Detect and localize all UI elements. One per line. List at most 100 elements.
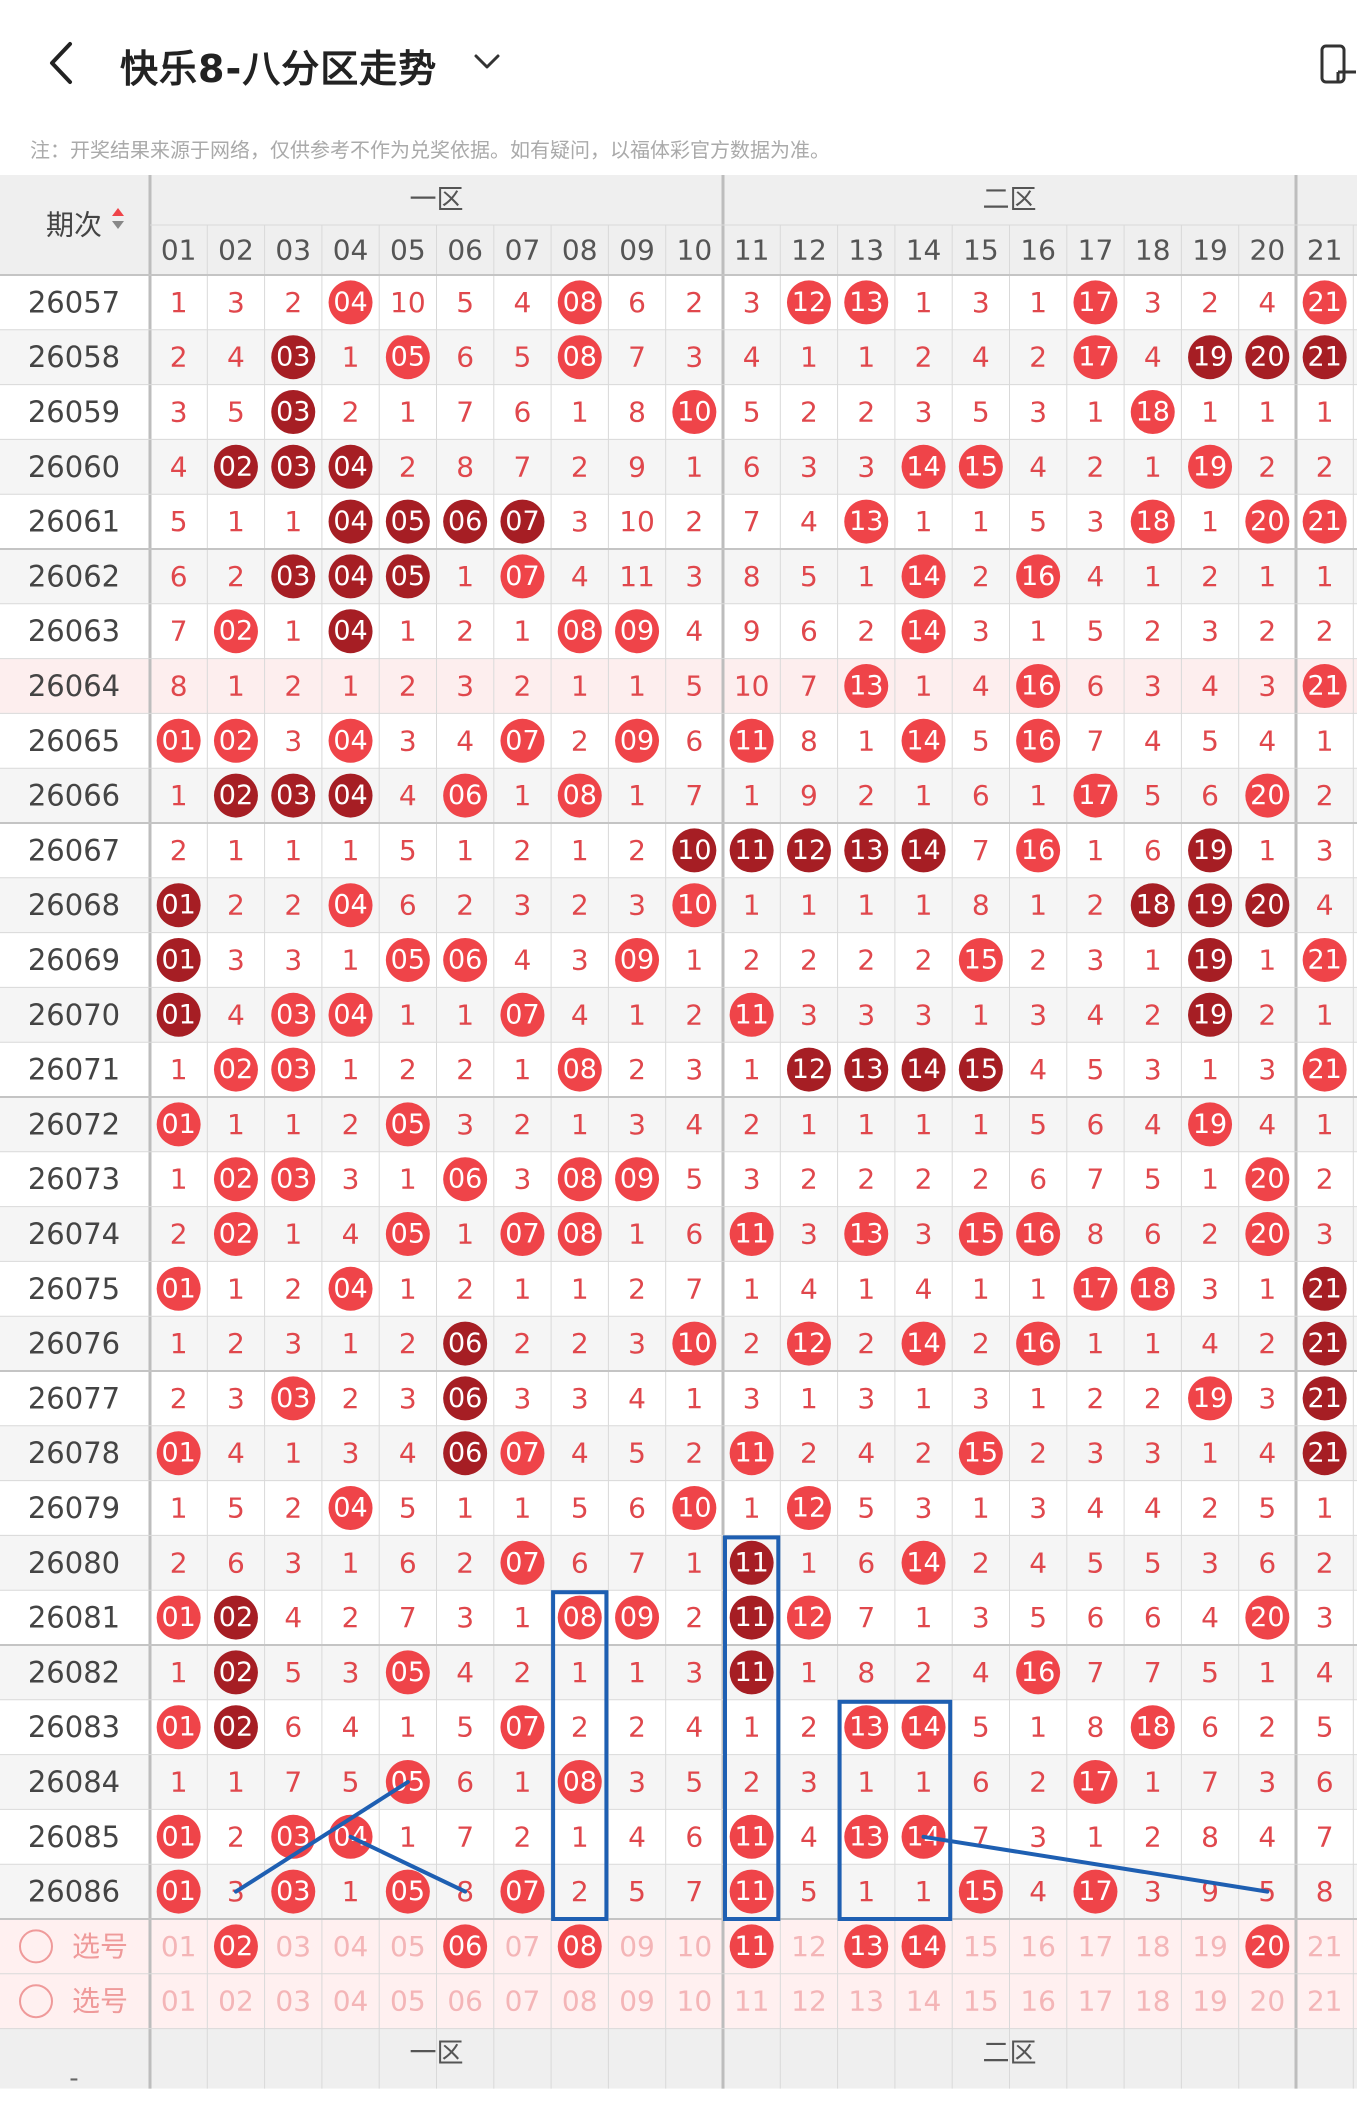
miss-count: 9	[628, 450, 646, 483]
select-number[interactable]: 20	[1250, 1985, 1286, 2018]
select-number[interactable]: 11	[734, 1985, 770, 2018]
select-number[interactable]: 09	[619, 1985, 655, 2018]
select-number[interactable]: 03	[275, 1930, 311, 1963]
select-number[interactable]: 15	[963, 1985, 999, 2018]
select-number[interactable]: 12	[791, 1985, 827, 2018]
select-number[interactable]: 01	[161, 1985, 197, 2018]
select-number[interactable]: 01	[161, 1930, 197, 1963]
back-button[interactable]	[38, 38, 88, 88]
select-number[interactable]: 08	[562, 1985, 598, 2018]
miss-count: 1	[1144, 1327, 1162, 1360]
hit-ball	[1245, 335, 1290, 380]
miss-count: 5	[1087, 615, 1105, 648]
miss-count: 1	[1201, 1437, 1219, 1470]
select-number[interactable]: 05	[390, 1930, 426, 1963]
miss-count: 1	[514, 1272, 532, 1305]
hit-ball	[1130, 1705, 1175, 1750]
select-number[interactable]: 18	[1135, 1930, 1171, 1963]
miss-count: 5	[972, 396, 990, 429]
page-title[interactable]: 快乐8-八分区走势	[120, 47, 438, 91]
miss-count: 1	[1316, 1108, 1334, 1141]
miss-count: 3	[284, 944, 302, 977]
miss-count: 1	[915, 670, 933, 703]
select-number[interactable]: 17	[1078, 1985, 1114, 2018]
select-number[interactable]: 19	[1192, 1985, 1228, 2018]
select-number[interactable]: 21	[1307, 1930, 1343, 1963]
miss-count: 1	[743, 889, 761, 922]
select-number[interactable]: 19	[1192, 1930, 1228, 1963]
select-number[interactable]: 07	[505, 1985, 541, 2018]
selected-number[interactable]: 08	[563, 1931, 597, 1962]
select-number[interactable]: 05	[390, 1985, 426, 2018]
selected-ball[interactable]	[901, 1924, 946, 1969]
select-number[interactable]: 14	[906, 1985, 942, 2018]
selected-number[interactable]: 11	[734, 1931, 768, 1962]
miss-count: 4	[342, 1218, 360, 1251]
select-label[interactable]: 选号	[72, 1930, 128, 1963]
miss-count: 6	[685, 1820, 703, 1853]
hit-number: 18	[1136, 397, 1170, 428]
miss-count: 3	[284, 724, 302, 757]
select-number[interactable]: 10	[677, 1930, 713, 1963]
selected-number[interactable]: 06	[448, 1931, 482, 1962]
hit-number: 05	[391, 945, 425, 976]
miss-count: 1	[1316, 1492, 1334, 1525]
selected-number[interactable]: 14	[906, 1931, 940, 1962]
hit-number: 13	[849, 1821, 883, 1852]
hit-ball	[385, 938, 430, 982]
select-number[interactable]: 16	[1020, 1985, 1056, 2018]
select-number[interactable]: 15	[963, 1930, 999, 1963]
select-number[interactable]: 04	[333, 1930, 369, 1963]
miss-count: 5	[685, 670, 703, 703]
hit-ball	[1130, 1266, 1175, 1311]
hit-ball	[443, 1321, 488, 1366]
period-header[interactable]: 期次	[46, 209, 102, 242]
hit-number: 03	[276, 1876, 310, 1907]
selected-ball[interactable]	[213, 1924, 258, 1969]
orientation-button[interactable]	[1318, 42, 1357, 86]
title-dropdown-button[interactable]	[470, 46, 504, 76]
select-number[interactable]: 02	[218, 1985, 254, 2018]
select-number[interactable]: 12	[791, 1930, 827, 1963]
selected-ball[interactable]	[443, 1924, 488, 1969]
hit-ball	[213, 1047, 258, 1092]
selected-ball[interactable]	[844, 1924, 889, 1969]
select-number[interactable]: 07	[505, 1930, 541, 1963]
select-number[interactable]: 09	[619, 1930, 655, 1963]
select-radio[interactable]	[19, 1984, 53, 2019]
selected-ball[interactable]	[1245, 1924, 1290, 1969]
sort-down-icon[interactable]	[112, 221, 124, 229]
select-number[interactable]: 10	[677, 1985, 713, 2018]
select-number[interactable]: 04	[333, 1985, 369, 2018]
miss-count: 2	[1316, 779, 1334, 812]
select-number[interactable]: 17	[1078, 1930, 1114, 1963]
select-number[interactable]: 13	[848, 1985, 884, 2018]
miss-count: 1	[342, 944, 360, 977]
selected-number[interactable]: 20	[1250, 1931, 1284, 1962]
hit-number: 10	[677, 890, 711, 921]
hit-ball	[500, 1431, 545, 1476]
select-number[interactable]: 16	[1020, 1930, 1056, 1963]
hit-number: 06	[448, 780, 482, 811]
selected-number[interactable]: 13	[849, 1931, 883, 1962]
hit-ball	[557, 1157, 602, 1202]
zone-label: 一区	[410, 185, 464, 216]
miss-count: 7	[514, 450, 532, 483]
miss-count: 2	[170, 1546, 188, 1579]
select-radio[interactable]	[19, 1929, 53, 1964]
selected-ball[interactable]	[557, 1924, 602, 1969]
select-number[interactable]: 18	[1135, 1985, 1171, 2018]
miss-count: 1	[571, 396, 589, 429]
hit-number: 01	[161, 1273, 195, 1304]
select-number[interactable]: 06	[447, 1985, 483, 2018]
sort-up-icon[interactable]	[112, 208, 124, 216]
selected-ball[interactable]	[729, 1924, 774, 1969]
select-label[interactable]: 选号	[72, 1985, 128, 2018]
select-number[interactable]: 21	[1307, 1985, 1343, 2018]
miss-count: 6	[800, 615, 818, 648]
selected-number[interactable]: 02	[219, 1931, 253, 1962]
miss-count: 7	[685, 1272, 703, 1305]
select-number[interactable]: 03	[275, 1985, 311, 2018]
hit-number: 12	[792, 1602, 826, 1633]
column-header: 14	[906, 234, 942, 267]
